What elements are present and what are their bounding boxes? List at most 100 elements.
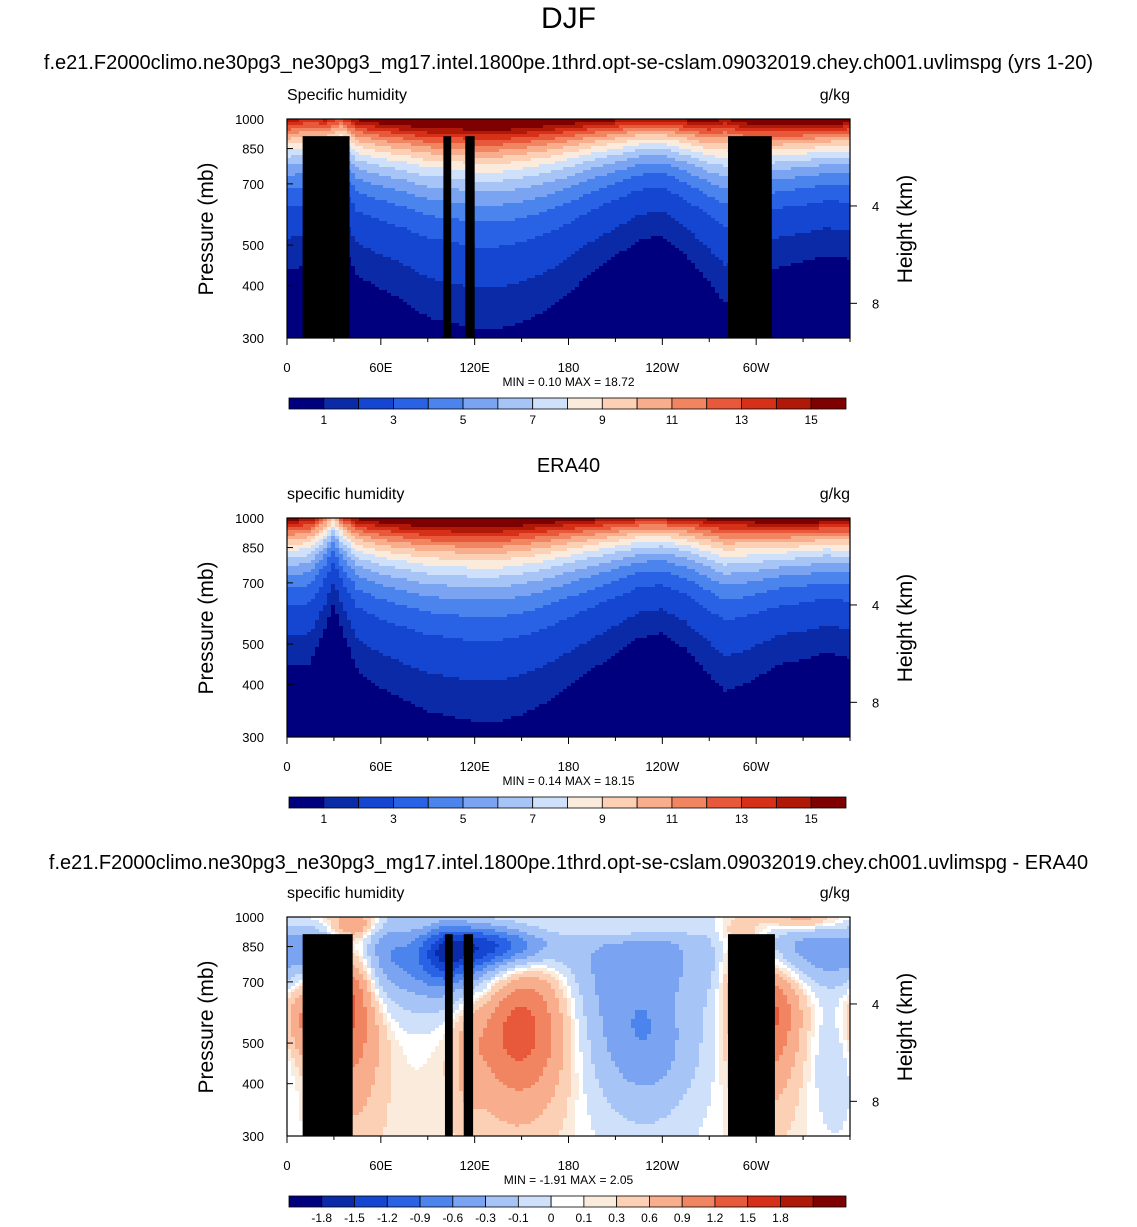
panel-2-min-max: MIN = 0.14 MAX = 18.15 (287, 774, 850, 788)
panel-1-xtick-label: 120W (645, 360, 680, 375)
panel-1-colorbar-label: 15 (805, 413, 819, 427)
panel-3-colorbar-box (550, 1195, 585, 1208)
panel-2-colorbar-box (358, 796, 394, 809)
panel-3-colorbar-box (386, 1195, 421, 1208)
panel-1-colorbar-label: 13 (735, 413, 749, 427)
panel-3-xtick-label: 120W (645, 1158, 680, 1173)
panel-3-colorbar-label: -0.1 (508, 1211, 529, 1225)
panel-3-colorbar-label: -1.8 (311, 1211, 332, 1225)
panel-1-ytick-label: 1000 (235, 112, 264, 127)
panel-1-ytick-label: 500 (242, 238, 264, 253)
panel-1-height-tick-label: 8 (872, 296, 879, 311)
panel-3-colorbar-box (681, 1195, 716, 1208)
panel-3-colorbar-label: -1.5 (344, 1211, 365, 1225)
panel-2-variable-label: specific humidity (287, 486, 404, 504)
panel-1-terrain-4 (465, 136, 475, 338)
panel-2-colorbar-box (810, 796, 847, 809)
panel-3-height-tick-label: 4 (872, 997, 879, 1012)
panel-2-colorbar-box (427, 796, 464, 809)
panel-3-colorbar-label: 0.3 (608, 1211, 625, 1225)
panel-2-colorbar-label: 1 (320, 812, 327, 826)
panel-3-terrain-3 (444, 934, 453, 1136)
panel-1-colorbar-box (532, 397, 568, 410)
figure-title: DJF (0, 2, 1137, 36)
panel-2-ytick-label: 1000 (235, 511, 264, 526)
panel-2-colorbar-label: 5 (460, 812, 467, 826)
panel-3-min-max: MIN = -1.91 MAX = 2.05 (287, 1173, 850, 1187)
panel-3-terrain-5 (728, 934, 775, 1136)
panel-2-xtick-label: 120E (459, 759, 490, 774)
panel-1-colorbar-label: 9 (599, 413, 606, 427)
panel-1-units-label: g/kg (750, 87, 850, 105)
panel-3-ytick-label: 300 (242, 1129, 264, 1144)
panel-1-title: f.e21.F2000climo.ne30pg3_ne30pg3_mg17.in… (0, 52, 1137, 75)
panel-1-ytick-label: 700 (242, 177, 264, 192)
panel-2-colorbar-label: 15 (805, 812, 819, 826)
panel-1-colorbar-box (741, 397, 777, 410)
panel-1-xtick-label: 180 (558, 360, 580, 375)
panel-3-colorbar-box (452, 1195, 486, 1208)
panel-2-colorbar-box (323, 796, 360, 809)
panel-3-terrain-1 (302, 934, 353, 1136)
panel-3-colorbar-label: -0.3 (475, 1211, 496, 1225)
panel-1-xtick-label: 120E (459, 360, 490, 375)
panel-1-colorbar-box (393, 397, 429, 410)
panel-2-colorbar-box (775, 796, 812, 809)
panel-1-colorbar-box (358, 397, 394, 410)
panel-3-colorbar-label: 1.8 (772, 1211, 789, 1225)
panel-2-xtick-label: 120W (645, 759, 680, 774)
panel-3-ytick-label: 700 (242, 975, 264, 990)
panel-2-colorbar-box (706, 796, 742, 809)
panel-1-variable-label: Specific humidity (287, 87, 407, 105)
panel-1-xtick-label: 0 (283, 360, 290, 375)
panel-1-colorbar-box (497, 397, 534, 410)
panel-1-min-max: MIN = 0.10 MAX = 18.72 (287, 375, 850, 389)
panel-1-colorbar-box (671, 397, 708, 410)
panel-2-ytick-label: 400 (242, 678, 264, 693)
panel-2-colorbar-label: 11 (666, 812, 679, 826)
panel-3-colorbar-label: -0.9 (410, 1211, 431, 1225)
panel-3-colorbar-box (321, 1195, 355, 1208)
panel-2-colorbar-box (671, 796, 708, 809)
panel-3-colorbar-box (616, 1195, 650, 1208)
panel-2-colorbar-box (741, 796, 777, 809)
panel-3-colorbar-box (354, 1195, 388, 1208)
panel-3-colorbar-box (288, 1195, 323, 1208)
panel-3-title: f.e21.F2000climo.ne30pg3_ne30pg3_mg17.in… (0, 852, 1137, 875)
panel-3-terrain-2 (330, 946, 345, 1136)
panel-2-colorbar-box (567, 796, 603, 809)
panel-1-terrain-5 (728, 136, 772, 338)
panel-1-colorbar-box (601, 397, 638, 410)
panel-3-terrain-4 (463, 934, 474, 1136)
panel-3-variable-label: specific humidity (287, 885, 404, 903)
panel-1-ytick-label: 300 (242, 331, 264, 346)
panel-2-colorbar-box (462, 796, 499, 809)
panel-1-ytick-label: 400 (242, 279, 264, 294)
panel-3-colorbar-label: 1.5 (739, 1211, 756, 1225)
panel-2-ytick-label: 300 (242, 730, 264, 745)
panel-2-units-label: g/kg (750, 486, 850, 504)
panel-3-colorbar-label: 0.9 (674, 1211, 691, 1225)
panel-3-colorbar-label: 0 (548, 1211, 555, 1225)
panel-1-height-tick-label: 4 (872, 199, 879, 214)
panel-2-xtick-label: 60W (743, 759, 770, 774)
panel-2-colorbar-label: 13 (735, 812, 749, 826)
panel-3-colorbar-box (649, 1195, 683, 1208)
panel-3-xtick-label: 120E (459, 1158, 490, 1173)
panel-3-colorbar-box (583, 1195, 618, 1208)
panel-2-colorbar-box (532, 796, 568, 809)
panel-1-colorbar-label: 3 (390, 413, 397, 427)
panel-1-colorbar-label: 5 (460, 413, 467, 427)
panel-3-colorbar-box (747, 1195, 781, 1208)
panel-1-xtick-label: 60E (369, 360, 392, 375)
panel-3-ytick-label: 500 (242, 1036, 264, 1051)
panel-1-colorbar-box (427, 397, 464, 410)
panel-2-colorbar-label: 7 (529, 812, 536, 826)
panel-3-height-tick-label: 8 (872, 1094, 879, 1109)
panel-2-colorbar-box (601, 796, 638, 809)
panel-3-ytick-label: 400 (242, 1077, 264, 1092)
panel-3-colorbar-label: 1.2 (707, 1211, 724, 1225)
panel-1-colorbar-box (636, 397, 673, 410)
panel-1-ytick-label: 850 (242, 142, 264, 157)
panel-1-colorbar-box (567, 397, 603, 410)
